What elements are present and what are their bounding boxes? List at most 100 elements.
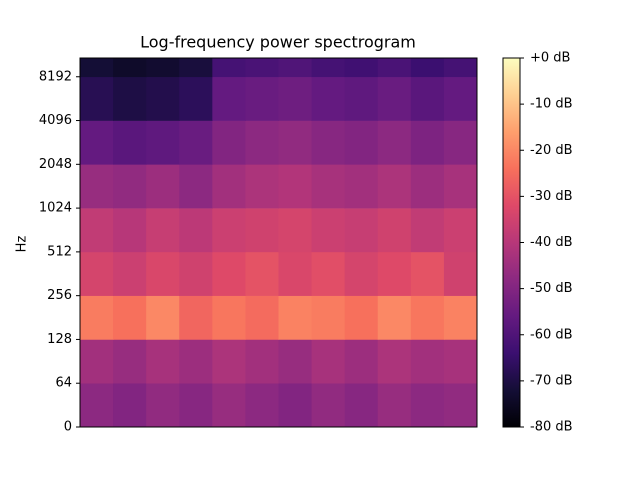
cell bbox=[245, 339, 279, 384]
cell bbox=[245, 295, 279, 340]
cell bbox=[377, 339, 412, 384]
colorbar-tick-label: -50 dB bbox=[530, 281, 573, 296]
cell bbox=[443, 339, 478, 384]
colorbar bbox=[502, 57, 521, 428]
colorbar-tick-label: -70 dB bbox=[530, 373, 573, 388]
cell bbox=[80, 383, 114, 428]
cell bbox=[179, 339, 213, 384]
cell bbox=[245, 251, 279, 296]
y-tick-label: 2048 bbox=[39, 157, 72, 172]
cell bbox=[113, 251, 147, 296]
cell bbox=[311, 251, 346, 296]
colorbar-tick-label: -60 dB bbox=[530, 327, 573, 342]
cell bbox=[377, 164, 412, 209]
cell bbox=[278, 76, 313, 121]
cell bbox=[113, 76, 147, 121]
cell bbox=[113, 120, 147, 165]
y-tick-label: 4096 bbox=[39, 113, 72, 128]
colorbar-tick-label: -30 dB bbox=[530, 189, 573, 204]
cell bbox=[344, 339, 379, 384]
cell bbox=[443, 383, 478, 428]
cell bbox=[212, 120, 246, 165]
cell bbox=[311, 164, 346, 209]
cell bbox=[311, 295, 346, 340]
cell bbox=[344, 76, 379, 121]
cell bbox=[344, 58, 379, 78]
cell bbox=[344, 208, 379, 253]
cell bbox=[179, 120, 213, 165]
cell bbox=[410, 58, 445, 78]
cell bbox=[410, 339, 445, 384]
cell bbox=[146, 383, 180, 428]
cell bbox=[443, 208, 478, 253]
cell bbox=[212, 251, 246, 296]
cell bbox=[80, 76, 114, 121]
cell bbox=[377, 295, 412, 340]
chart-title: Log-frequency power spectrogram bbox=[140, 33, 416, 52]
cell bbox=[311, 58, 346, 78]
cell bbox=[179, 295, 213, 340]
cell bbox=[344, 164, 379, 209]
cell bbox=[377, 58, 412, 78]
cell bbox=[311, 120, 346, 165]
cell bbox=[278, 58, 313, 78]
cell bbox=[179, 164, 213, 209]
cell bbox=[113, 58, 147, 78]
y-tick-label: 64 bbox=[55, 376, 72, 391]
cell bbox=[278, 383, 313, 428]
cell bbox=[245, 120, 279, 165]
cell bbox=[245, 383, 279, 428]
cell bbox=[212, 208, 246, 253]
cell bbox=[311, 339, 346, 384]
cell bbox=[212, 295, 246, 340]
y-tick-label: 256 bbox=[47, 288, 72, 303]
cell bbox=[443, 164, 478, 209]
cell bbox=[278, 251, 313, 296]
cell bbox=[278, 208, 313, 253]
cell bbox=[212, 164, 246, 209]
cell bbox=[377, 383, 412, 428]
colorbar-tick-label: -10 dB bbox=[530, 97, 573, 112]
cell bbox=[146, 120, 180, 165]
cell bbox=[278, 120, 313, 165]
y-tick-label: 8192 bbox=[39, 69, 72, 84]
cell bbox=[410, 76, 445, 121]
cell bbox=[80, 339, 114, 384]
cell bbox=[179, 251, 213, 296]
cell bbox=[212, 58, 246, 78]
y-tick-label: 512 bbox=[47, 244, 72, 259]
cell bbox=[410, 383, 445, 428]
cell bbox=[443, 120, 478, 165]
cell bbox=[146, 208, 180, 253]
cell bbox=[344, 383, 379, 428]
y-axis-label: Hz bbox=[15, 236, 30, 253]
cell bbox=[443, 251, 478, 296]
cell bbox=[311, 76, 346, 121]
colorbar-tick-label: -80 dB bbox=[530, 420, 573, 435]
cell bbox=[146, 164, 180, 209]
cell bbox=[344, 251, 379, 296]
cell bbox=[245, 164, 279, 209]
cell bbox=[443, 76, 478, 121]
cell bbox=[410, 251, 445, 296]
cell bbox=[278, 339, 313, 384]
cell bbox=[80, 208, 114, 253]
cell bbox=[80, 58, 114, 78]
cell bbox=[80, 120, 114, 165]
cell bbox=[410, 208, 445, 253]
cell bbox=[245, 76, 279, 121]
cell bbox=[212, 383, 246, 428]
cell bbox=[80, 251, 114, 296]
cell bbox=[245, 58, 279, 78]
colorbar-tick-label: -40 dB bbox=[530, 235, 573, 250]
y-tick-label: 1024 bbox=[39, 201, 72, 216]
cell bbox=[80, 295, 114, 340]
cell bbox=[311, 208, 346, 253]
colorbar-tick-label: -20 dB bbox=[530, 143, 573, 158]
cell bbox=[212, 339, 246, 384]
plot-frame bbox=[79, 57, 478, 428]
cell bbox=[278, 295, 313, 340]
cell bbox=[146, 251, 180, 296]
cell bbox=[179, 208, 213, 253]
